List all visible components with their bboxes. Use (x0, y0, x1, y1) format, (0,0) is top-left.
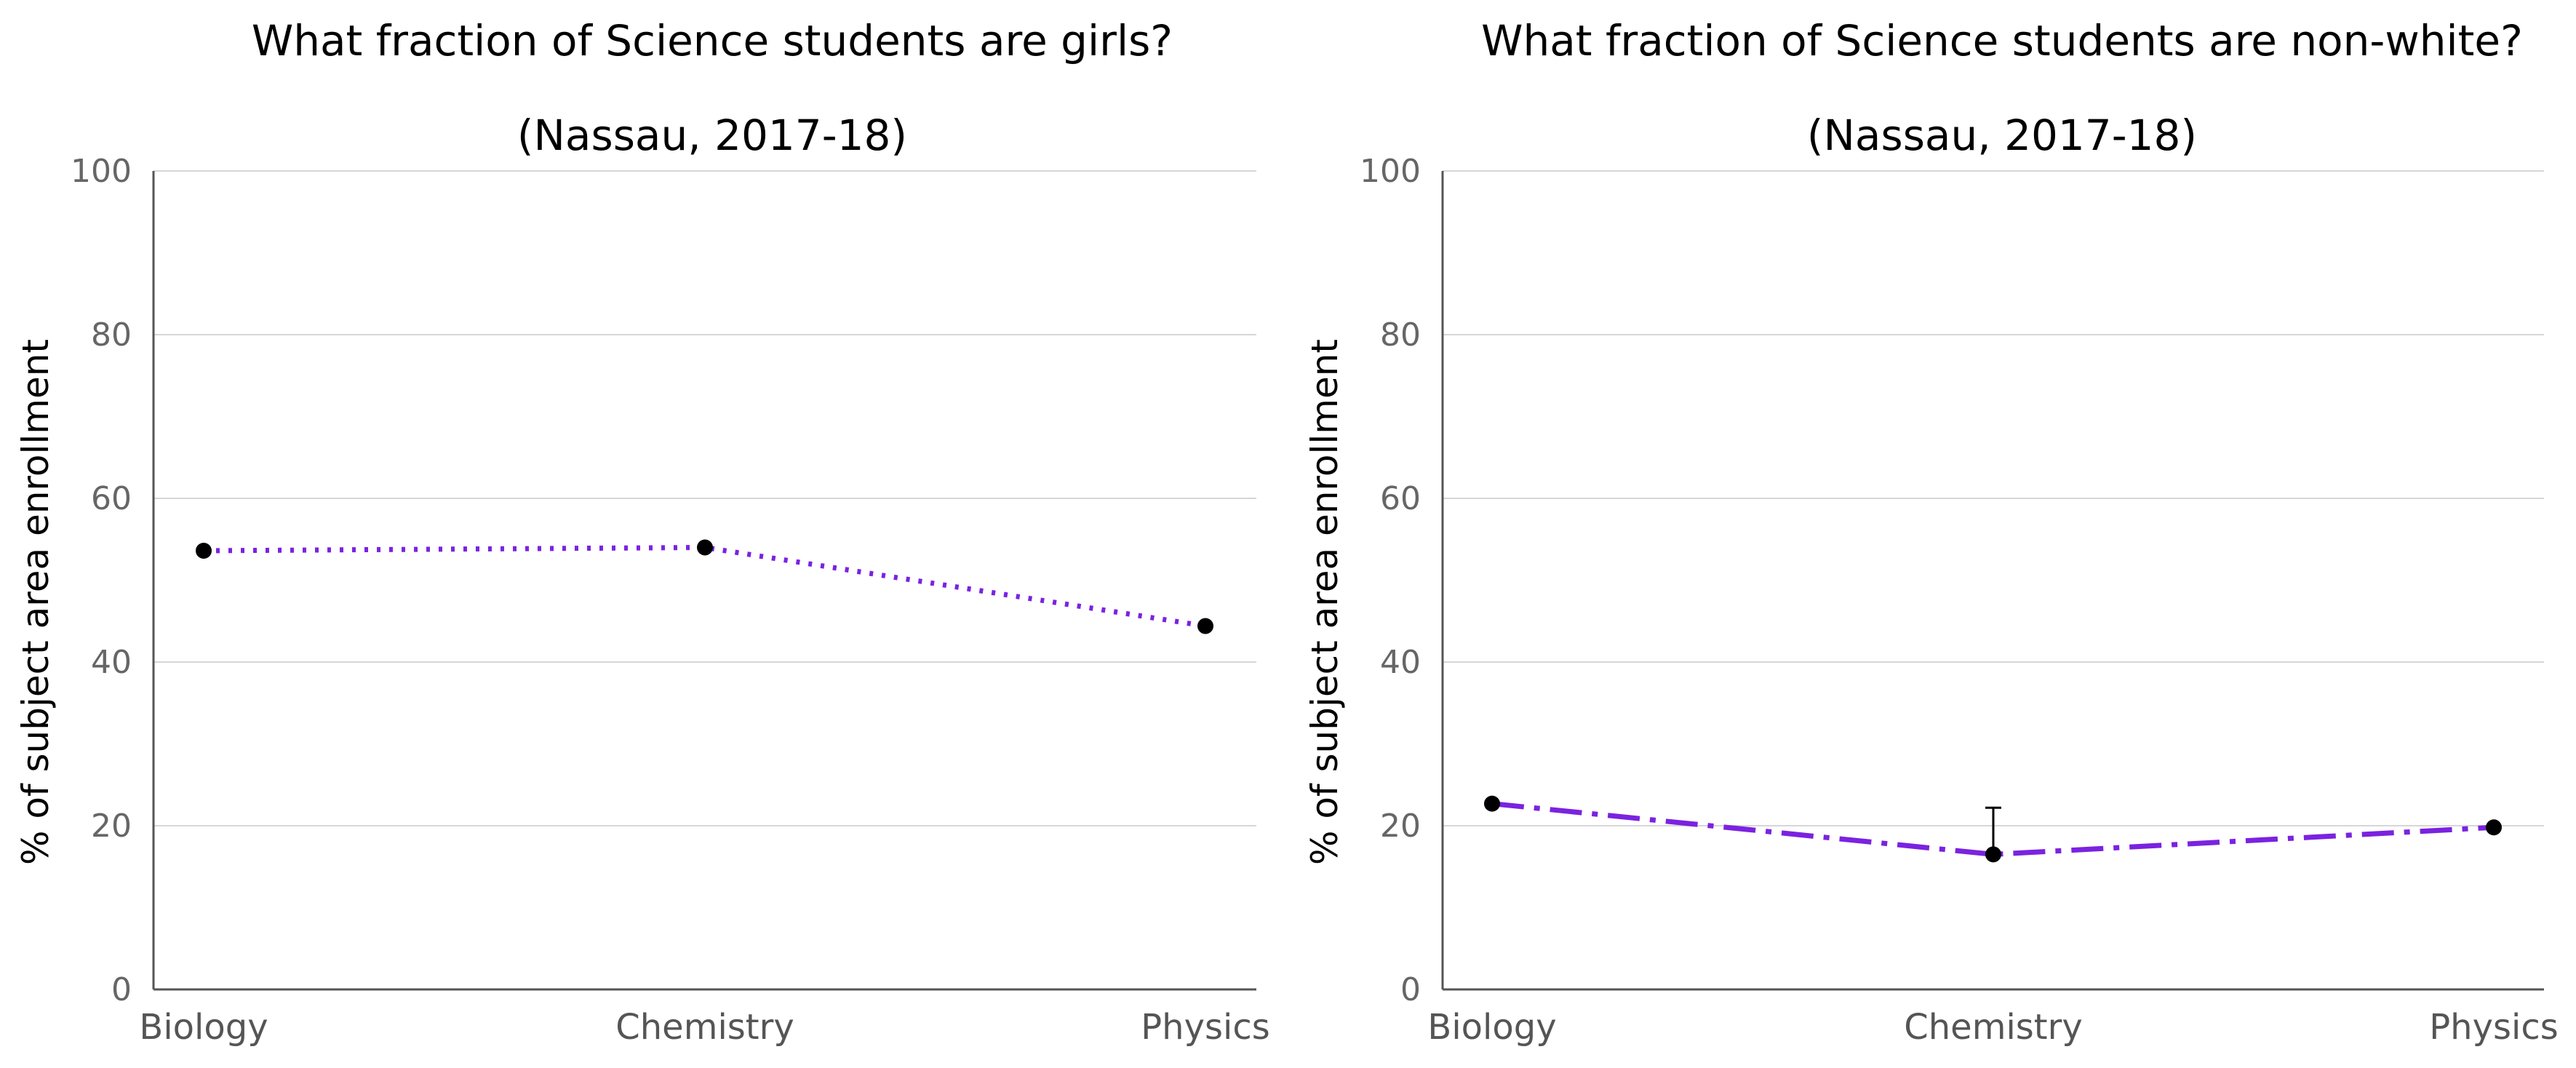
data-point (196, 543, 212, 559)
x-tick-label: Chemistry (615, 1007, 794, 1048)
y-tick-label: 80 (1380, 316, 1421, 354)
data-point (1484, 795, 1500, 812)
y-tick-label: 60 (1380, 480, 1421, 517)
y-tick-label: 0 (111, 971, 132, 1008)
chart-title: What fraction of Science students are no… (1481, 16, 2523, 65)
y-tick-label: 40 (1380, 644, 1421, 681)
x-tick-label: Physics (2429, 1007, 2559, 1048)
data-point (1985, 846, 2001, 863)
y-tick-label: 60 (91, 480, 132, 517)
y-tick-label: 40 (91, 644, 132, 681)
data-point (697, 539, 713, 556)
y-tick-label: 100 (71, 153, 132, 190)
data-point (1197, 618, 1213, 634)
data-point (2486, 819, 2502, 836)
x-tick-label: Biology (1427, 1007, 1556, 1048)
x-tick-label: Physics (1141, 1007, 1270, 1048)
y-tick-label: 20 (91, 808, 132, 845)
chart-nonwhite-fraction: What fraction of Science students are no… (1304, 16, 2559, 1048)
x-tick-label: Chemistry (1904, 1007, 2083, 1048)
y-axis-label: % of subject area enrollment (15, 339, 57, 865)
y-axis-label: % of subject area enrollment (1304, 339, 1346, 865)
chart-subtitle: (Nassau, 2017-18) (1807, 111, 2197, 160)
y-tick-label: 80 (91, 316, 132, 354)
y-tick-label: 0 (1400, 971, 1421, 1008)
x-tick-label: Biology (139, 1007, 268, 1048)
chart-title: What fraction of Science students are gi… (252, 16, 1173, 65)
series-line (203, 544, 1206, 629)
chart-subtitle: (Nassau, 2017-18) (517, 111, 907, 160)
chart-girls-fraction: What fraction of Science students are gi… (15, 16, 1270, 1048)
y-tick-label: 100 (1360, 153, 1421, 190)
series-line (1491, 801, 2495, 857)
y-tick-label: 20 (1380, 808, 1421, 845)
